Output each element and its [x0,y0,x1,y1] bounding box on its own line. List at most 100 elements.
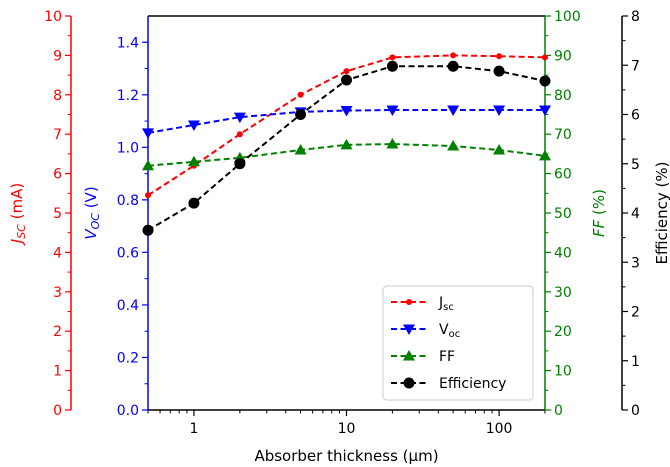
jsc-point [236,131,243,138]
voc-tick-label: 0.0 [117,403,139,419]
jsc-tick-label: 1 [53,364,62,380]
ff-point [340,138,353,150]
legend-label-main: V [439,322,449,338]
legend-label-main: J [438,295,443,311]
voc-point [447,105,460,117]
legend-marker-jsc [406,299,412,305]
voc-axis-title: VOC (V) [82,186,102,239]
jsc-axis-title-sub: SC [15,224,28,239]
eff-point [341,74,352,86]
jsc-tick-label: 9 [53,48,62,64]
jsc-point [450,52,457,59]
jsc-axis-title-main: J [8,239,26,246]
jsc-point [389,54,396,61]
legend: Jsc Voc FF Efficiency [382,285,534,401]
ff-point [447,140,460,151]
eff-point [539,75,551,87]
voc-tick-label: 0.8 [117,193,139,209]
ff-axis-title-main: FF [590,219,608,237]
voc-point [493,105,506,117]
eff-tick-label: 5 [631,157,640,173]
eff-point [493,65,505,77]
voc-point [340,106,353,117]
ff-tick-label: 40 [554,245,572,261]
x-axis-title: Absorber thickness (µm) [254,447,438,465]
legend-label-voc: Voc [439,322,460,340]
jsc-point [297,91,304,98]
ff-tick-label: 20 [554,324,572,340]
eff-tick-label: 8 [631,9,640,25]
eff-axis-title: Efficiency (%) [653,162,670,265]
eff-tick-label: 1 [631,354,640,370]
ff-point [294,143,307,155]
series-layer [142,52,551,236]
voc-tick-label: 0.2 [117,350,139,366]
jsc-tick-label: 5 [53,206,62,222]
ff-tick-label: 50 [554,206,572,222]
voc-tick-label: 0.6 [117,245,139,261]
legend-label-main: Efficiency [439,376,506,392]
jsc-axis-title: JSC (mA) [8,183,28,246]
voc-tick-label: 1.0 [117,140,139,156]
x-tick-label: 100 [486,421,513,437]
voc-axis-title-sub: OC [89,213,102,230]
ff-tick-label: 10 [554,364,572,380]
ff-tick-label: 100 [554,9,581,25]
ff-point [142,159,154,171]
ff-tick-label: 70 [554,127,572,143]
voc-point [386,105,399,117]
jsc-tick-label: 8 [53,88,62,104]
eff-tick-label: 3 [631,255,640,271]
jsc-tick-label: 3 [53,285,62,301]
ff-point [539,149,551,161]
voc-axis-title-unit: (V) [82,186,100,213]
ff-point [493,143,506,155]
legend-marker-eff [403,377,415,389]
voc-tick-label: 1.2 [117,88,139,104]
eff-tick-label: 6 [631,108,640,124]
eff-point [447,60,459,72]
eff-tick-label: 2 [631,305,640,321]
eff-tick-label: 4 [631,206,640,222]
legend-label-eff: Efficiency [439,376,506,392]
eff-point [386,60,398,72]
ff-axis-title-unit: (%) [590,189,608,220]
eff-axis-title-main: Efficiency (%) [653,162,670,265]
legend-frame [382,285,534,401]
legend-label-jsc: Jsc [438,295,454,313]
eff-point [188,197,200,209]
ff-tick-label: 90 [554,48,572,64]
jsc-point [542,54,548,61]
ff-axis-title: FF (%) [590,189,608,237]
eff-tick-label: 7 [631,58,640,74]
jsc-point [343,68,350,75]
eff-point [295,109,307,120]
eff-point [234,158,246,170]
ff-point [386,138,399,149]
legend-marker-ff [403,350,415,361]
legend-marker-voc [403,324,415,335]
x-tick-label: 1 [189,421,198,437]
jsc-tick-label: 7 [53,127,62,143]
eff-point [142,224,154,236]
jsc-point [145,192,151,199]
voc-tick-label: 1.4 [117,35,139,51]
ff-tick-label: 30 [554,285,572,301]
voc-point [233,112,246,124]
jsc-point [496,53,503,60]
jsc-tick-label: 6 [53,167,62,183]
legend-label-ff: FF [439,349,455,365]
jsc-tick-label: 10 [44,9,62,25]
x-tick-label: 10 [338,421,356,437]
jsc-tick-label: 0 [53,403,62,419]
voc-axis-title-main: V [82,228,100,240]
jsc-tick-label: 2 [53,324,62,340]
legend-label-main: FF [439,349,455,365]
voc-point [539,105,551,117]
eff-tick-label: 0 [631,403,640,419]
legend-label-sub: sc [443,302,454,313]
jsc-axis-title-unit: (mA) [8,183,26,224]
ff-point [187,155,200,167]
